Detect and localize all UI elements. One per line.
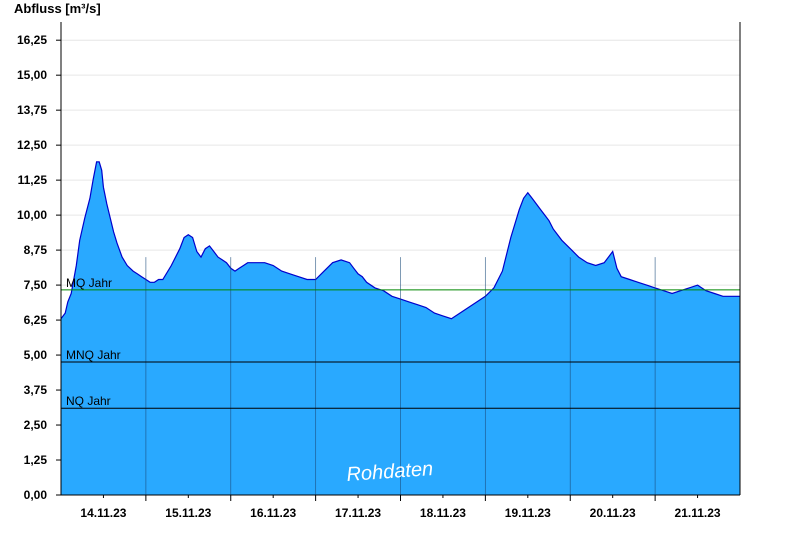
x-tick-label: 18.11.23	[420, 506, 466, 520]
y-tick-label: 11,25	[18, 173, 48, 187]
y-tick-label: 15,00	[17, 68, 47, 82]
y-tick-label: 8,75	[24, 243, 48, 257]
x-tick-label: 17.11.23	[335, 506, 381, 520]
y-tick-label: 6,25	[24, 313, 48, 327]
day-separators	[145, 257, 656, 495]
chart-title: Abfluss [m³/s]	[14, 1, 101, 16]
x-tick-label: 14.11.23	[80, 506, 126, 520]
x-tick-label: 16.11.23	[250, 506, 296, 520]
reference-line-label: MQ Jahr	[66, 276, 112, 290]
y-tick-label: 7,50	[24, 278, 48, 292]
y-tick-label: 2,50	[24, 418, 48, 432]
y-tick-label: 10,00	[17, 208, 47, 222]
reference-lines: MQ Jahr MNQ Jahr NQ Jahr	[61, 276, 740, 409]
x-tick-label: 21.11.23	[675, 506, 721, 520]
discharge-line	[60, 161, 740, 320]
y-tick-label: 16,25	[17, 33, 47, 47]
y-axis-ticks: 0,00 1,25 2,50 3,75 5,00 6,25 7,50 8,75 10,00 11,…	[17, 33, 61, 502]
x-axis-ticks: 14.11.23 15.11.23 16.11.23 17.11.23 18.11.23…	[80, 495, 721, 520]
x-tick-label: 19.11.23	[505, 506, 551, 520]
reference-line-label: MNQ Jahr	[66, 348, 121, 362]
y-tick-label: 0,00	[24, 488, 48, 502]
x-tick-label: 15.11.23	[165, 506, 211, 520]
y-tick-label: 5,00	[24, 348, 48, 362]
y-tick-label: 12,50	[17, 138, 47, 152]
x-tick-label: 20.11.23	[590, 506, 636, 520]
y-tick-label: 13,75	[17, 103, 47, 117]
y-tick-label: 3,75	[24, 383, 48, 397]
y-tick-label: 1,25	[24, 453, 48, 467]
reference-line-label: NQ Jahr	[66, 394, 111, 408]
